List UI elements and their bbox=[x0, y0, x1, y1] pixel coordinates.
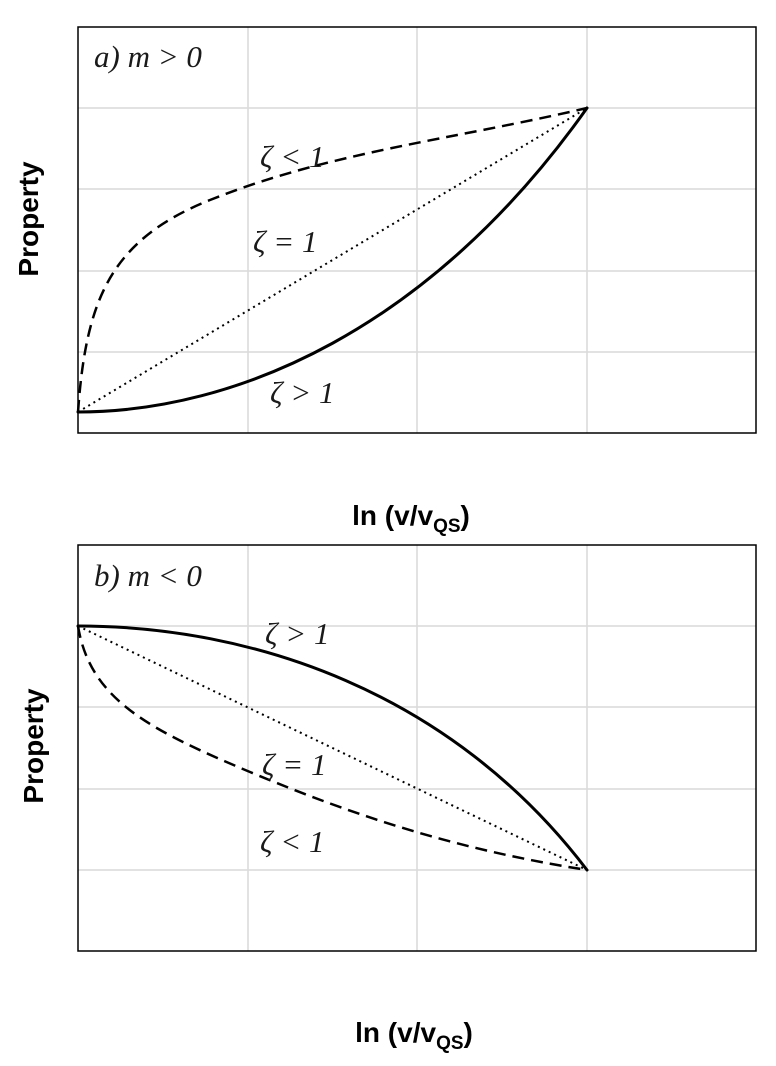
panel-b-x-axis-title: ln (v/vQS) bbox=[355, 1017, 473, 1054]
panel-b-grid bbox=[78, 545, 756, 951]
panel-b-plot-frame bbox=[77, 544, 757, 952]
panel-a-grid bbox=[78, 27, 756, 433]
panel-b-curve-zeta-lt-1 bbox=[76, 625, 588, 872]
panel-a-y-axis-title: Property bbox=[13, 161, 44, 277]
panel-b-x-axis-title-main: ln (v/v bbox=[355, 1017, 436, 1048]
panel-b: b) m < 0 ζ > 1 ζ = 1 ζ < 1 Property ln (… bbox=[18, 544, 757, 1054]
panel-a-curve-zeta-lt-1 bbox=[76, 106, 588, 413]
panel-a-curve-zeta-eq-1 bbox=[77, 107, 588, 413]
panel-b-label-zeta-gt-1: ζ > 1 bbox=[265, 616, 329, 651]
panel-a-plot-frame bbox=[77, 26, 757, 434]
panel-a-label-zeta-lt-1: ζ < 1 bbox=[260, 139, 324, 174]
panel-a-curve-zeta-gt-1 bbox=[76, 106, 589, 414]
panel-a-label-zeta-gt-1: ζ > 1 bbox=[270, 375, 334, 410]
panel-b-label: b) m < 0 bbox=[94, 558, 202, 593]
panel-b-y-axis-title: Property bbox=[18, 688, 49, 804]
panel-a-label-zeta-eq-1: ζ = 1 bbox=[253, 224, 317, 259]
panel-a-x-axis-title: ln (v/vQS) bbox=[352, 500, 470, 537]
panel-a-x-axis-title-subscript: QS bbox=[433, 516, 460, 537]
panel-b-x-axis-title-suffix: ) bbox=[464, 1017, 473, 1048]
panel-a-x-axis-title-suffix: ) bbox=[461, 500, 470, 531]
panel-a: a) m > 0 ζ < 1 ζ = 1 ζ > 1 Property ln (… bbox=[13, 26, 757, 537]
panel-a-label: a) m > 0 bbox=[94, 39, 202, 74]
panel-a-x-axis-title-main: ln (v/v bbox=[352, 500, 433, 531]
panel-b-label-zeta-eq-1: ζ = 1 bbox=[262, 747, 326, 782]
panel-b-curve-zeta-gt-1 bbox=[76, 624, 589, 872]
panel-b-curve-zeta-eq-1 bbox=[77, 625, 588, 871]
panel-b-label-zeta-lt-1: ζ < 1 bbox=[260, 824, 324, 859]
panel-b-x-axis-title-subscript: QS bbox=[436, 1033, 463, 1054]
